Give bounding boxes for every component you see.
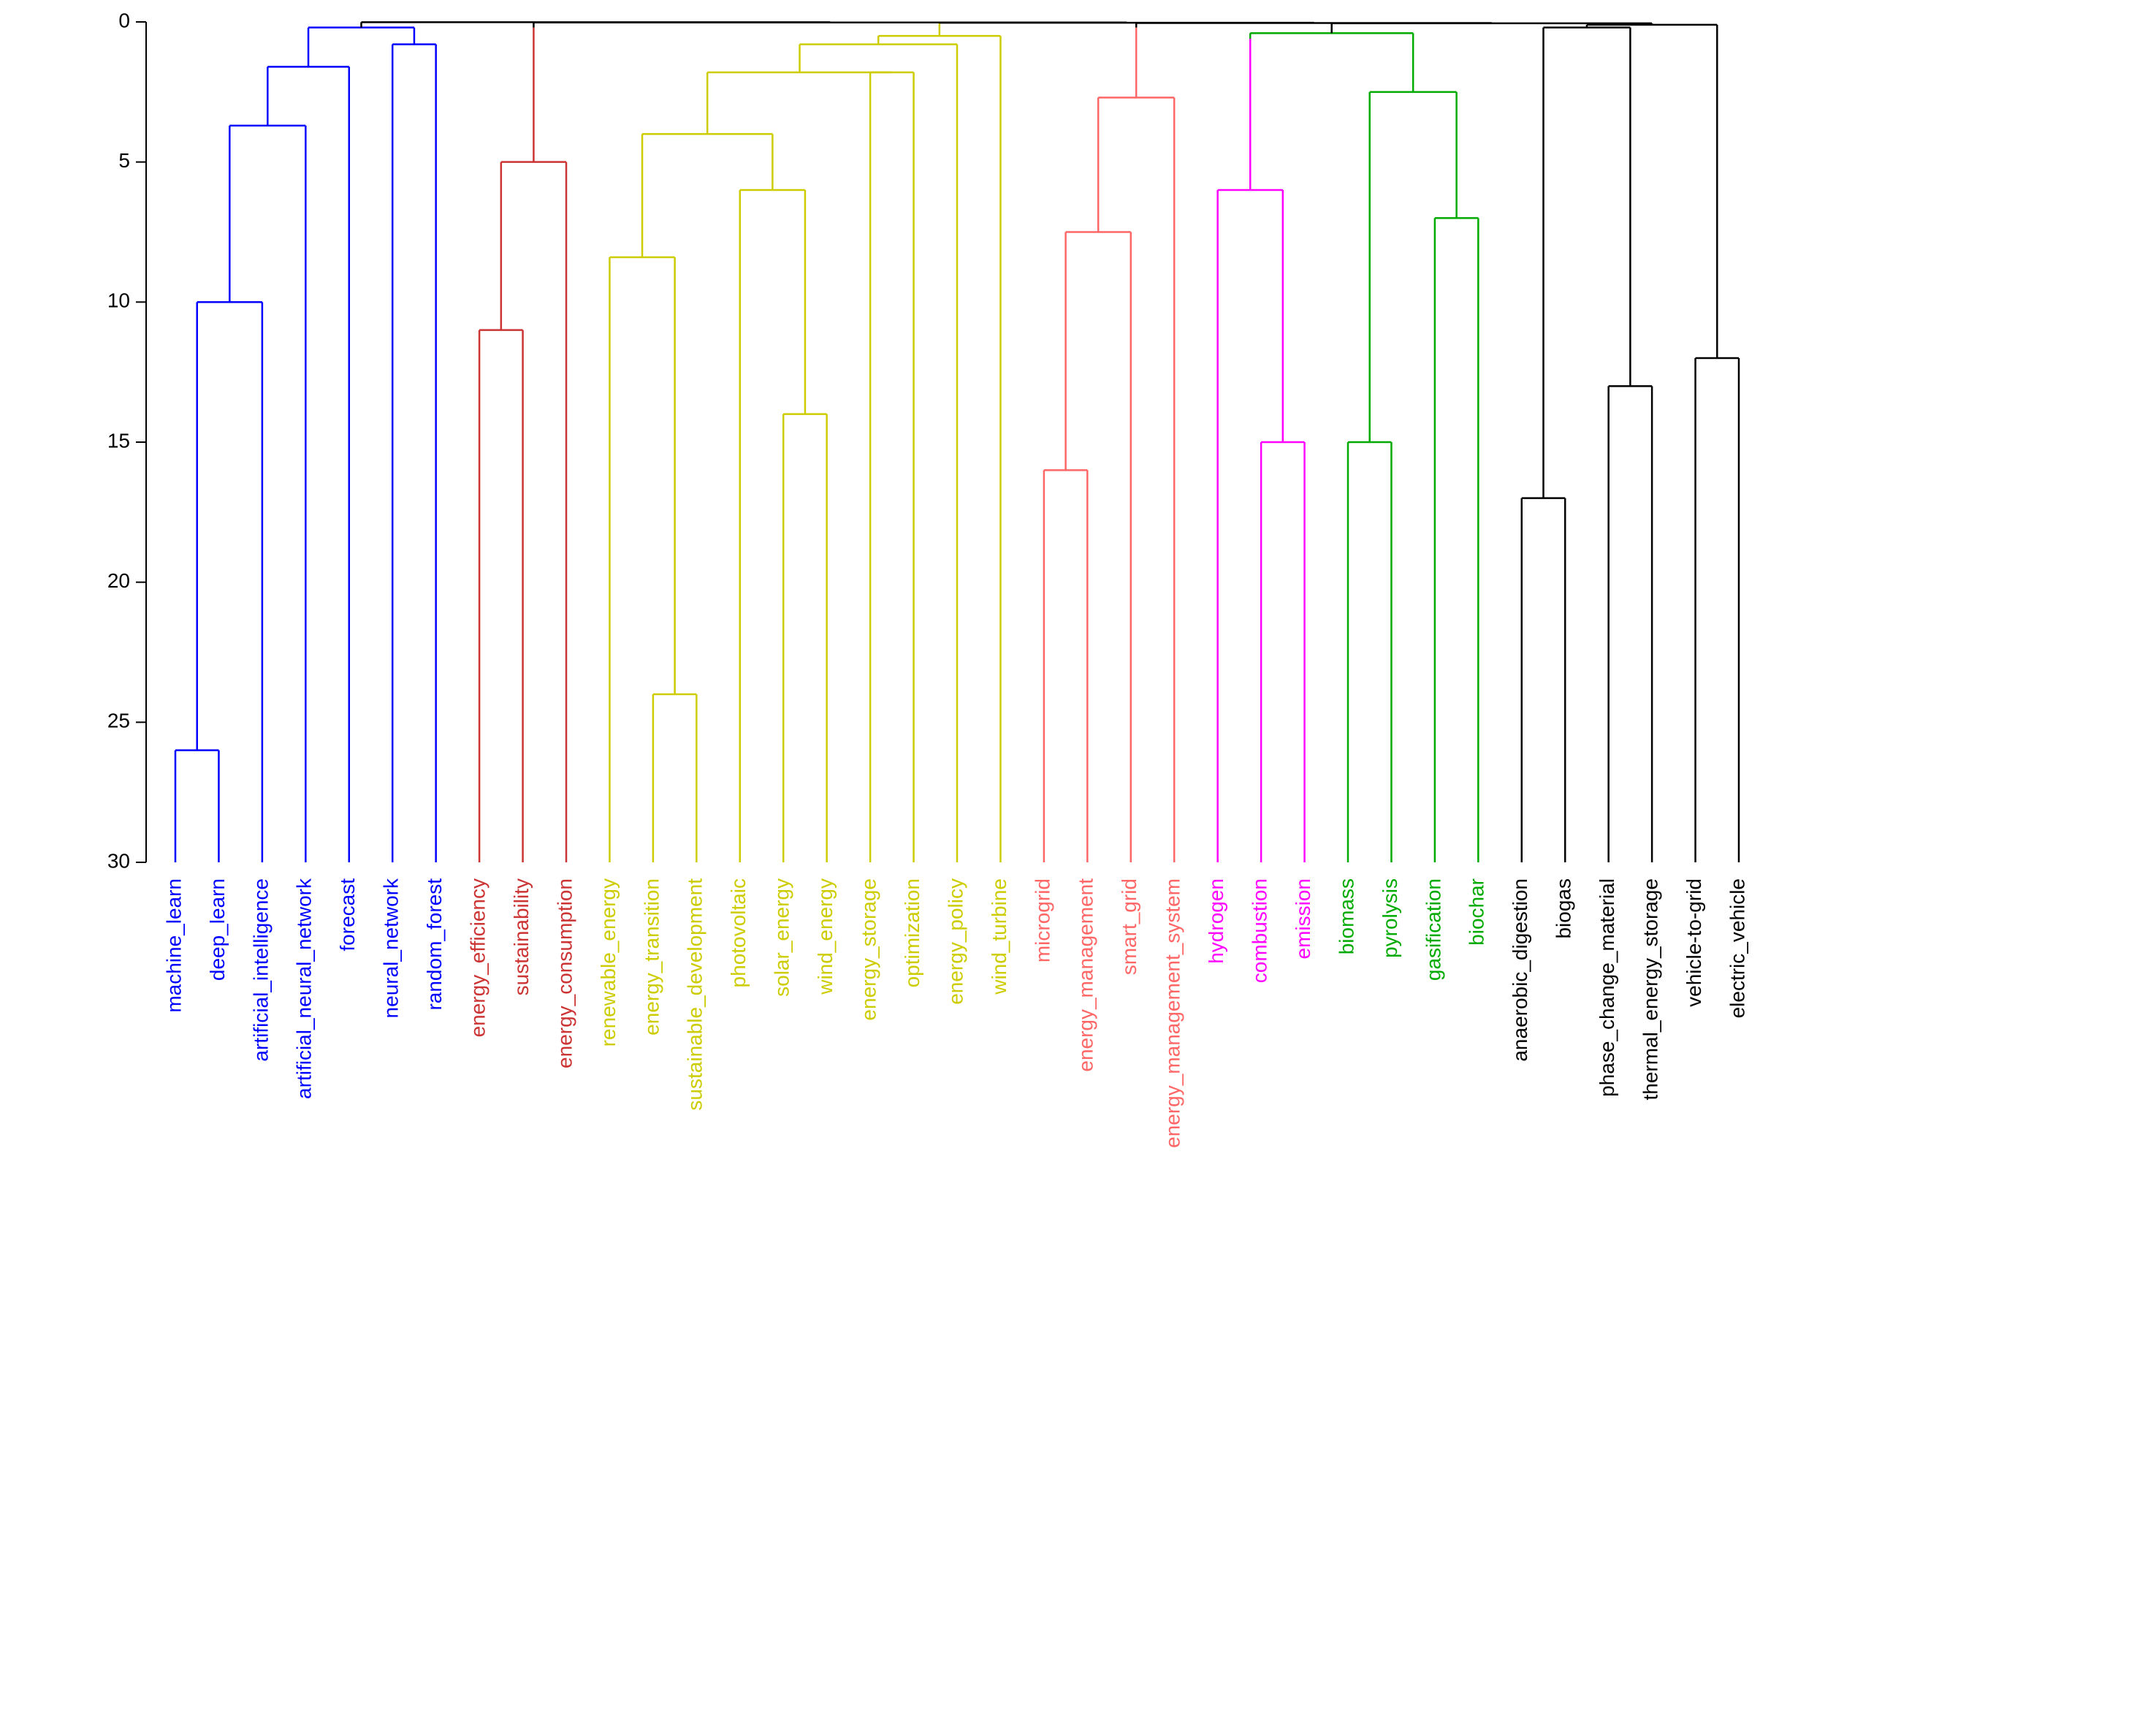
leaf-label: combustion	[1249, 878, 1271, 983]
y-tick-label: 0	[118, 9, 130, 31]
leaf-label: phase_change_material	[1596, 878, 1618, 1097]
leaf-label: energy_transition	[640, 878, 663, 1036]
leaf-label: wind_turbine	[988, 878, 1010, 995]
y-tick-label: 5	[118, 149, 130, 172]
leaf-label: optimization	[901, 878, 923, 987]
dendrogram-chart: 0 5 10 15 20 25 30 machine_learn deep_learn artif…	[0, 0, 2156, 1721]
leaf-label: sustainable_development	[684, 878, 706, 1111]
leaf-label: energy_efficiency	[467, 878, 490, 1037]
leaf-label: forecast	[336, 878, 359, 951]
leaf-label: energy_policy	[944, 878, 967, 1005]
leaf-label: energy_storage	[858, 878, 880, 1021]
leaf-label: electric_vehicle	[1726, 878, 1748, 1018]
y-tick-label: 10	[107, 289, 130, 312]
leaf-label: artificial_intelligence	[249, 878, 272, 1062]
leaf-label: microgrid	[1031, 878, 1054, 962]
dendrogram-lines	[175, 22, 1739, 862]
leaf-label: hydrogen	[1205, 878, 1227, 964]
leaf-label: pyrolysis	[1379, 878, 1401, 958]
leaf-label: emission	[1292, 878, 1314, 959]
dendrogram-svg: 0 5 10 15 20 25 30 machine_learn deep_learn artif…	[0, 0, 2156, 1721]
leaf-label: random_forest	[423, 878, 446, 1011]
leaf-label: biochar	[1466, 878, 1488, 946]
leaf-label: machine_learn	[162, 878, 185, 1013]
y-tick-label: 30	[107, 849, 130, 872]
leaf-labels: machine_learn deep_learn artificial_intell…	[162, 878, 1748, 1148]
leaf-label: solar_energy	[771, 878, 793, 997]
leaf-label: photovoltaic	[727, 878, 750, 987]
y-tick-label: 15	[107, 429, 130, 452]
leaf-label: thermal_energy_storage	[1639, 878, 1662, 1101]
leaf-label: biomass	[1335, 878, 1357, 954]
y-tick-label: 25	[107, 710, 130, 732]
leaf-label: energy_management_system	[1162, 878, 1184, 1148]
leaf-label: artificial_neural_network	[293, 878, 316, 1099]
leaf-label: anaerobic_digestion	[1509, 878, 1531, 1062]
leaf-label: smart_grid	[1118, 878, 1140, 975]
leaf-label: sustainability	[510, 878, 533, 995]
leaf-label: biogas	[1553, 878, 1575, 939]
y-axis: 0 5 10 15 20 25 30	[107, 9, 146, 872]
leaf-label: energy_management	[1075, 878, 1097, 1072]
leaf-label: renewable_energy	[597, 878, 620, 1046]
y-tick-label: 20	[107, 569, 130, 592]
leaf-label: vehicle-to-grid	[1683, 878, 1705, 1007]
leaf-label: energy_consumption	[553, 878, 576, 1068]
leaf-label: gasification	[1422, 878, 1444, 981]
leaf-label: wind_energy	[814, 878, 837, 995]
leaf-label: neural_network	[380, 878, 403, 1018]
leaf-label: deep_learn	[206, 878, 229, 981]
